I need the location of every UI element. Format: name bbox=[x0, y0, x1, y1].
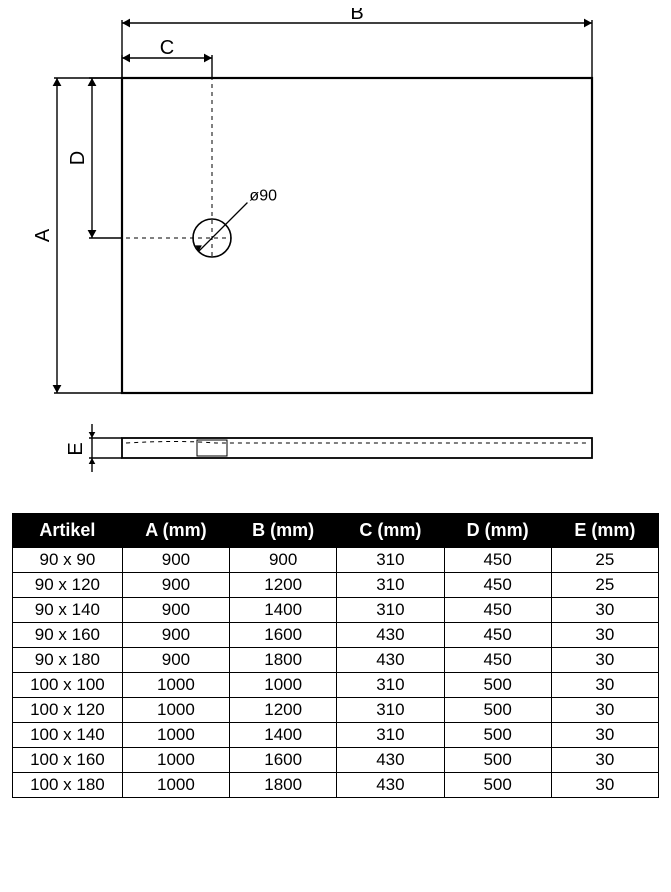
label-diameter: ø90 bbox=[249, 188, 277, 205]
table-cell: 100 x 140 bbox=[13, 723, 123, 748]
table-cell: 1400 bbox=[230, 598, 337, 623]
table-cell: 310 bbox=[337, 573, 444, 598]
table-cell: 1600 bbox=[230, 623, 337, 648]
table-cell: 900 bbox=[122, 598, 229, 623]
table-cell: 90 x 120 bbox=[13, 573, 123, 598]
table-cell: 310 bbox=[337, 723, 444, 748]
table-cell: 25 bbox=[551, 548, 658, 573]
table-cell: 30 bbox=[551, 723, 658, 748]
table-cell: 450 bbox=[444, 548, 551, 573]
table-row: 100 x 1201000120031050030 bbox=[13, 698, 659, 723]
label-d: D bbox=[67, 151, 89, 165]
table-cell: 1400 bbox=[230, 723, 337, 748]
table-row: 100 x 1401000140031050030 bbox=[13, 723, 659, 748]
table-cell: 310 bbox=[337, 598, 444, 623]
table-body: 90 x 909009003104502590 x 12090012003104… bbox=[13, 548, 659, 798]
table-cell: 500 bbox=[444, 748, 551, 773]
table-cell: 500 bbox=[444, 773, 551, 798]
table-cell: 900 bbox=[230, 548, 337, 573]
table-cell: 1800 bbox=[230, 773, 337, 798]
col-header-4: D (mm) bbox=[444, 514, 551, 548]
table-cell: 310 bbox=[337, 698, 444, 723]
table-cell: 1200 bbox=[230, 573, 337, 598]
dimensions-table-wrap: ArtikelA (mm)B (mm)C (mm)D (mm)E (mm) 90… bbox=[0, 513, 671, 818]
table-cell: 1000 bbox=[230, 673, 337, 698]
table-cell: 500 bbox=[444, 698, 551, 723]
col-header-2: B (mm) bbox=[230, 514, 337, 548]
table-cell: 1000 bbox=[122, 748, 229, 773]
table-cell: 430 bbox=[337, 623, 444, 648]
label-e: E bbox=[65, 442, 87, 455]
col-header-1: A (mm) bbox=[122, 514, 229, 548]
table-cell: 100 x 160 bbox=[13, 748, 123, 773]
table-header-row: ArtikelA (mm)B (mm)C (mm)D (mm)E (mm) bbox=[13, 514, 659, 548]
table-cell: 900 bbox=[122, 573, 229, 598]
table-row: 90 x 9090090031045025 bbox=[13, 548, 659, 573]
table-cell: 310 bbox=[337, 673, 444, 698]
table-cell: 30 bbox=[551, 748, 658, 773]
table-cell: 90 x 90 bbox=[13, 548, 123, 573]
label-a: A bbox=[32, 228, 54, 242]
table-row: 100 x 1801000180043050030 bbox=[13, 773, 659, 798]
table-cell: 310 bbox=[337, 548, 444, 573]
label-c: C bbox=[160, 37, 174, 59]
table-cell: 1000 bbox=[122, 723, 229, 748]
table-cell: 1600 bbox=[230, 748, 337, 773]
label-b: B bbox=[350, 8, 363, 24]
table-cell: 900 bbox=[122, 548, 229, 573]
table-row: 90 x 180900180043045030 bbox=[13, 648, 659, 673]
table-cell: 90 x 180 bbox=[13, 648, 123, 673]
table-cell: 30 bbox=[551, 623, 658, 648]
table-cell: 430 bbox=[337, 773, 444, 798]
technical-drawing: ø90 B C A D E bbox=[0, 0, 671, 513]
table-cell: 430 bbox=[337, 748, 444, 773]
table-cell: 450 bbox=[444, 573, 551, 598]
col-header-0: Artikel bbox=[13, 514, 123, 548]
col-header-5: E (mm) bbox=[551, 514, 658, 548]
table-row: 90 x 140900140031045030 bbox=[13, 598, 659, 623]
table-cell: 30 bbox=[551, 648, 658, 673]
table-cell: 100 x 180 bbox=[13, 773, 123, 798]
dimensions-table: ArtikelA (mm)B (mm)C (mm)D (mm)E (mm) 90… bbox=[12, 513, 659, 798]
table-cell: 1000 bbox=[122, 673, 229, 698]
table-cell: 900 bbox=[122, 623, 229, 648]
table-cell: 30 bbox=[551, 698, 658, 723]
table-cell: 30 bbox=[551, 673, 658, 698]
table-cell: 500 bbox=[444, 673, 551, 698]
table-cell: 900 bbox=[122, 648, 229, 673]
table-row: 100 x 1601000160043050030 bbox=[13, 748, 659, 773]
table-cell: 430 bbox=[337, 648, 444, 673]
table-cell: 1800 bbox=[230, 648, 337, 673]
table-cell: 1000 bbox=[122, 773, 229, 798]
table-cell: 500 bbox=[444, 723, 551, 748]
table-cell: 450 bbox=[444, 598, 551, 623]
col-header-3: C (mm) bbox=[337, 514, 444, 548]
table-cell: 1000 bbox=[122, 698, 229, 723]
tray-side-view bbox=[122, 438, 592, 458]
table-cell: 30 bbox=[551, 598, 658, 623]
table-cell: 90 x 160 bbox=[13, 623, 123, 648]
table-cell: 100 x 100 bbox=[13, 673, 123, 698]
table-cell: 90 x 140 bbox=[13, 598, 123, 623]
table-row: 90 x 120900120031045025 bbox=[13, 573, 659, 598]
table-cell: 100 x 120 bbox=[13, 698, 123, 723]
table-row: 100 x 1001000100031050030 bbox=[13, 673, 659, 698]
table-cell: 450 bbox=[444, 623, 551, 648]
table-cell: 30 bbox=[551, 773, 658, 798]
table-cell: 1200 bbox=[230, 698, 337, 723]
table-row: 90 x 160900160043045030 bbox=[13, 623, 659, 648]
table-cell: 25 bbox=[551, 573, 658, 598]
table-cell: 450 bbox=[444, 648, 551, 673]
